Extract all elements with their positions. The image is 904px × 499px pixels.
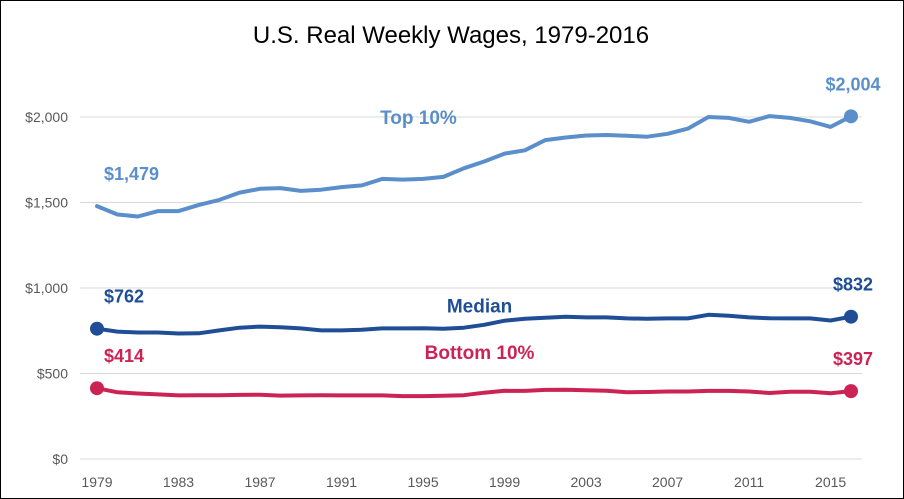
series-labels: $1,479 $2,004 Top 10% $762 $832 Median $414 $39… bbox=[104, 74, 881, 369]
x-tick-label: 2007 bbox=[652, 474, 683, 490]
x-tick-label: 1999 bbox=[489, 474, 520, 490]
x-tick-label: 2011 bbox=[734, 474, 764, 490]
series-start-value-label: $1,479 bbox=[104, 164, 159, 184]
x-tick-label: 2015 bbox=[815, 474, 846, 490]
series-name-label: Bottom 10% bbox=[425, 343, 535, 364]
y-tick-label: $0 bbox=[52, 451, 68, 467]
series-start-marker bbox=[90, 321, 104, 336]
x-tick-label: 1983 bbox=[163, 474, 194, 490]
x-tick-label: 1995 bbox=[407, 474, 438, 490]
series-lines bbox=[90, 109, 858, 399]
y-tick-label: $1,000 bbox=[25, 280, 68, 296]
y-tick-label: $2,000 bbox=[25, 109, 68, 125]
series-name-label: Median bbox=[447, 297, 512, 318]
y-tick-label: $1,500 bbox=[25, 195, 68, 211]
x-tick-label: 1991 bbox=[326, 474, 357, 490]
series-line-1 bbox=[95, 312, 853, 336]
series-start-value-label: $762 bbox=[104, 287, 144, 307]
x-axis: 1979 1983 1987 1991 1995 1999 2003 2007 2011 2015 bbox=[81, 474, 846, 490]
series-end-marker bbox=[844, 109, 858, 124]
series-start-value-label: $414 bbox=[104, 346, 144, 366]
y-axis: $0 $500 $1,000 $1,500 $2,000 bbox=[25, 109, 68, 467]
x-tick-label: 1987 bbox=[244, 474, 275, 490]
chart-title: U.S. Real Weekly Wages, 1979-2016 bbox=[252, 22, 650, 49]
grid-lines bbox=[80, 116, 862, 460]
series-name-label: Top 10% bbox=[380, 108, 457, 129]
series-end-value-label: $832 bbox=[833, 275, 873, 295]
series-end-marker bbox=[844, 384, 858, 399]
series-start-marker bbox=[90, 381, 104, 396]
y-tick-label: $500 bbox=[37, 366, 68, 382]
x-tick-label: 1979 bbox=[81, 474, 112, 490]
series-end-value-label: $2,004 bbox=[825, 74, 880, 94]
series-end-value-label: $397 bbox=[833, 349, 873, 369]
series-end-marker bbox=[844, 309, 858, 324]
series-line-0 bbox=[95, 114, 853, 219]
series-line-2 bbox=[95, 386, 853, 399]
x-tick-label: 2003 bbox=[571, 474, 602, 490]
